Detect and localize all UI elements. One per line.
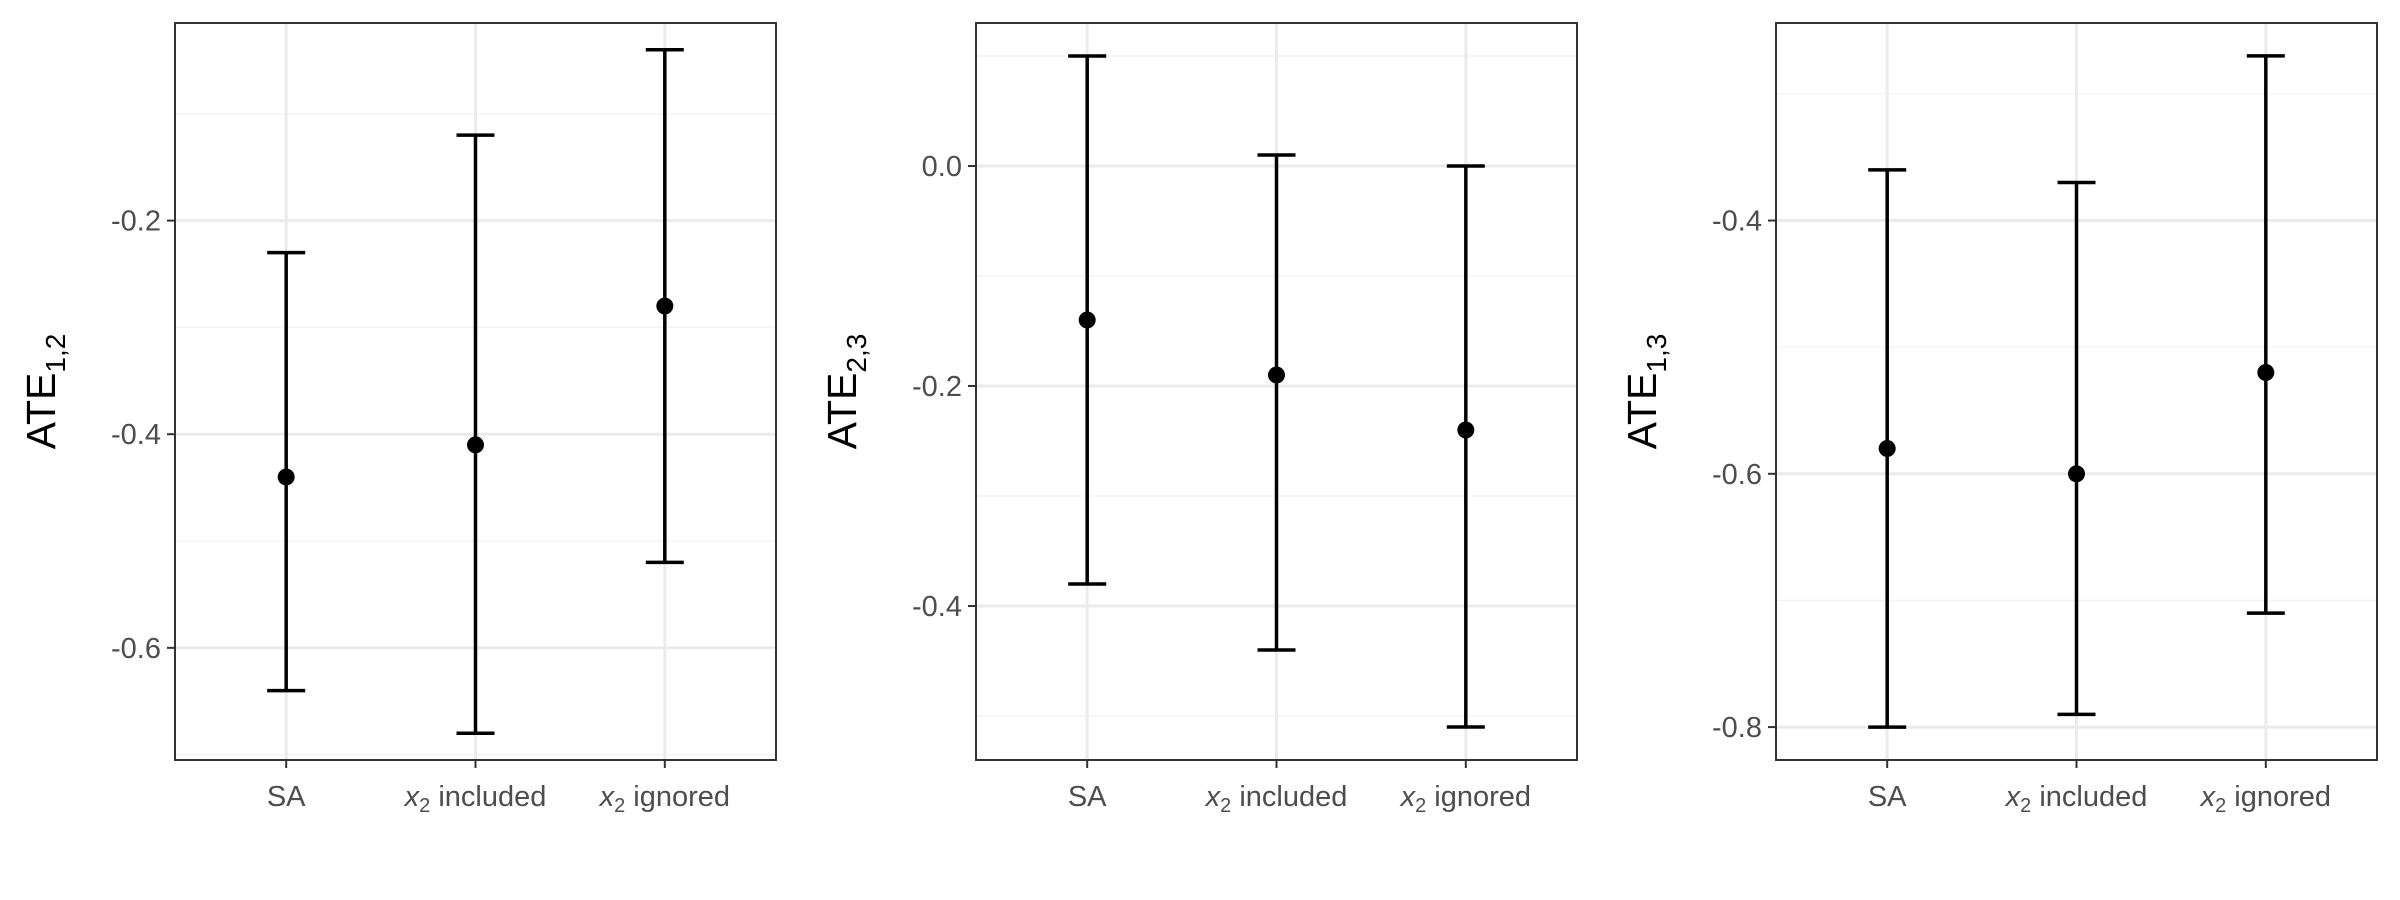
x-tick-label: x2 included — [1204, 781, 1348, 817]
x-tick-label: x2 included — [403, 781, 547, 817]
x-tick-label: x2 ignored — [598, 781, 730, 817]
y-tick-label: -0.6 — [111, 633, 161, 665]
y-tick-label: -0.8 — [1712, 712, 1762, 744]
y-tick-label: -0.4 — [1712, 206, 1762, 238]
y-axis-label: ATE1,2 — [18, 334, 71, 450]
x-tick-label: SA — [1868, 781, 1907, 813]
point-estimate — [1078, 311, 1096, 329]
chart-panel-3: -0.8 -0.6 -0.4 SA x2 included x2 ignored ATE1,… — [1619, 22, 2378, 817]
y-tick-label: 0.0 — [922, 151, 962, 183]
x-tick-label: x2 ignored — [2199, 781, 2331, 817]
x-tick-label: SA — [1068, 781, 1107, 813]
chart-panel-1: -0.6 -0.4 -0.2 SA x2 included x2 ignored ATE1,… — [18, 22, 777, 817]
y-tick-label: -0.2 — [111, 206, 161, 238]
x-tick-label: SA — [267, 781, 306, 813]
y-tick-label: -0.2 — [912, 371, 962, 403]
point-estimate — [467, 436, 484, 454]
point-estimate — [1457, 421, 1475, 439]
point-estimate — [2068, 465, 2085, 483]
point-estimate — [1268, 366, 1285, 384]
y-tick-label: -0.4 — [111, 419, 161, 451]
y-axis-label: ATE2,3 — [819, 334, 872, 450]
x-tick-label: x2 included — [2004, 781, 2148, 817]
y-tick-label: -0.4 — [912, 591, 962, 623]
chart-panel-2: -0.4 -0.2 0.0 SA x2 included x2 ignored ATE2,3 — [819, 22, 1578, 817]
x-tick-label: x2 ignored — [1399, 781, 1531, 817]
y-tick-label: -0.6 — [1712, 459, 1762, 491]
point-estimate — [2257, 364, 2275, 382]
y-axis-label: ATE1,3 — [1619, 334, 1672, 450]
point-estimate — [277, 468, 295, 486]
point-estimate — [656, 297, 674, 315]
point-estimate — [1878, 439, 1896, 457]
